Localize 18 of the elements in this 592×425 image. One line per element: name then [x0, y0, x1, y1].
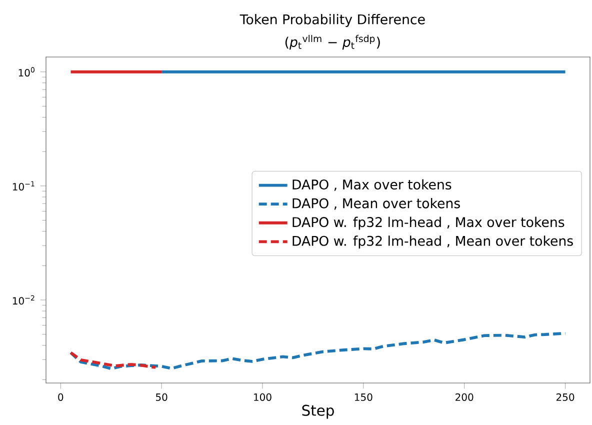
- legend-label: DAPO w. fp32 lm-head , Mean over tokens: [292, 236, 573, 249]
- x-tick-label: 150: [354, 393, 372, 401]
- x-tick-label: 200: [456, 393, 474, 401]
- y-tick-label: 10$^{0}$: [18, 67, 34, 77]
- line-series: [69, 332, 567, 370]
- legend-label: DAPO , Max over tokens: [292, 179, 452, 191]
- y-tick-label: 10$^{−2}$: [12, 295, 34, 305]
- x-tick-label: 50: [156, 393, 168, 401]
- line-series: [69, 351, 157, 369]
- legend-label: DAPO w. fp32 lm-head , Max over tokens: [292, 216, 564, 230]
- x-tick-label: 250: [556, 393, 574, 401]
- chart-title: Token Probability Difference: [240, 14, 425, 27]
- legend-label: DAPO , Mean over tokens: [292, 198, 460, 210]
- x-tick-label: 0: [58, 393, 64, 401]
- y-tick-label: 10$^{−1}$: [12, 181, 34, 191]
- x-axis-title: Step: [302, 404, 334, 419]
- text: (p$_{t}$$^{vllm}$ − p$_{t}$$^{fsdp}$): [285, 34, 380, 50]
- x-tick-label: 100: [254, 393, 272, 401]
